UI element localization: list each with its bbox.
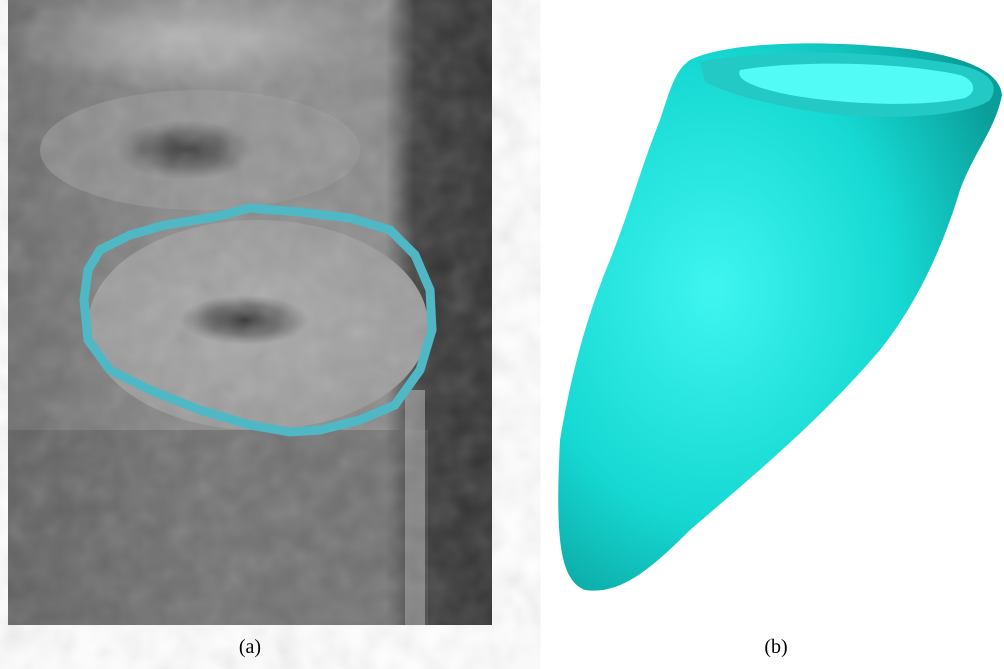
3d-mesh	[558, 43, 1002, 590]
figure-art	[0, 0, 1004, 669]
figure: (a) (b)	[0, 0, 1004, 669]
mri-slice	[0, 0, 492, 625]
cone-surface	[558, 43, 1002, 590]
caption-b: (b)	[736, 636, 816, 659]
caption-a: (a)	[210, 636, 290, 659]
